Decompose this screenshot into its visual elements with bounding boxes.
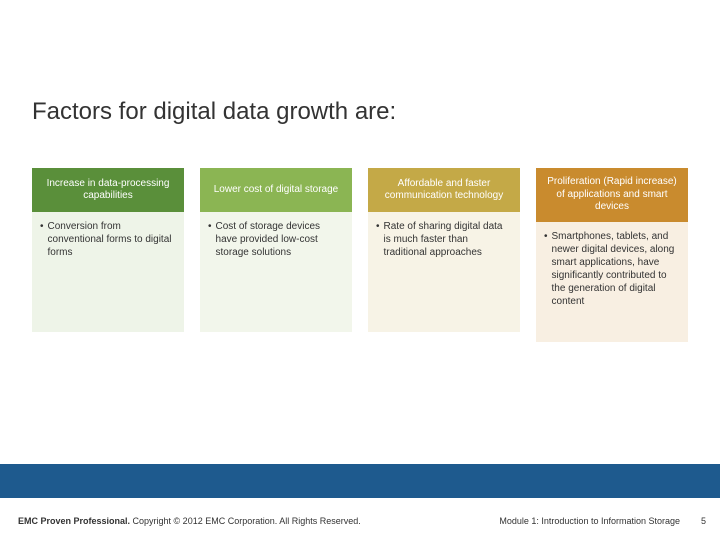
- factor-column-2: Lower cost of digital storage Cost of st…: [200, 168, 352, 342]
- factors-columns: Increase in data-processing capabilities…: [32, 168, 688, 342]
- page-number: 5: [701, 516, 706, 526]
- factor-body: Smartphones, tablets, and newer digital …: [536, 222, 688, 342]
- factor-header: Lower cost of digital storage: [200, 168, 352, 212]
- factor-body: Rate of sharing digital data is much fas…: [368, 212, 520, 332]
- footer-copyright: EMC Proven Professional. Copyright © 201…: [18, 516, 361, 526]
- factor-header: Affordable and faster communication tech…: [368, 168, 520, 212]
- factor-body: Conversion from conventional forms to di…: [32, 212, 184, 332]
- factor-column-4: Proliferation (Rapid increase) of applic…: [536, 168, 688, 342]
- factor-bullet: Conversion from conventional forms to di…: [40, 220, 176, 259]
- footer-copyright-text: Copyright © 2012 EMC Corporation. All Ri…: [130, 516, 361, 526]
- factor-header: Increase in data-processing capabilities: [32, 168, 184, 212]
- factor-header: Proliferation (Rapid increase) of applic…: [536, 168, 688, 222]
- factor-column-1: Increase in data-processing capabilities…: [32, 168, 184, 342]
- factor-bullet: Cost of storage devices have provided lo…: [208, 220, 344, 259]
- footer-brand: EMC Proven Professional.: [18, 516, 130, 526]
- footer-module: Module 1: Introduction to Information St…: [499, 516, 680, 526]
- factor-column-3: Affordable and faster communication tech…: [368, 168, 520, 342]
- footer-bar: [0, 464, 720, 498]
- factor-body: Cost of storage devices have provided lo…: [200, 212, 352, 332]
- factor-bullet: Smartphones, tablets, and newer digital …: [544, 230, 680, 308]
- factor-bullet: Rate of sharing digital data is much fas…: [376, 220, 512, 259]
- slide-title: Factors for digital data growth are:: [32, 98, 396, 126]
